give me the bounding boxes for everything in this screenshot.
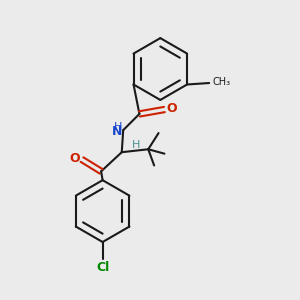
Text: CH₃: CH₃ — [213, 77, 231, 87]
Text: N: N — [111, 125, 122, 138]
Text: Cl: Cl — [96, 261, 109, 274]
Text: O: O — [167, 102, 177, 115]
Text: O: O — [69, 152, 80, 165]
Text: H: H — [113, 122, 122, 132]
Text: H: H — [132, 140, 140, 150]
